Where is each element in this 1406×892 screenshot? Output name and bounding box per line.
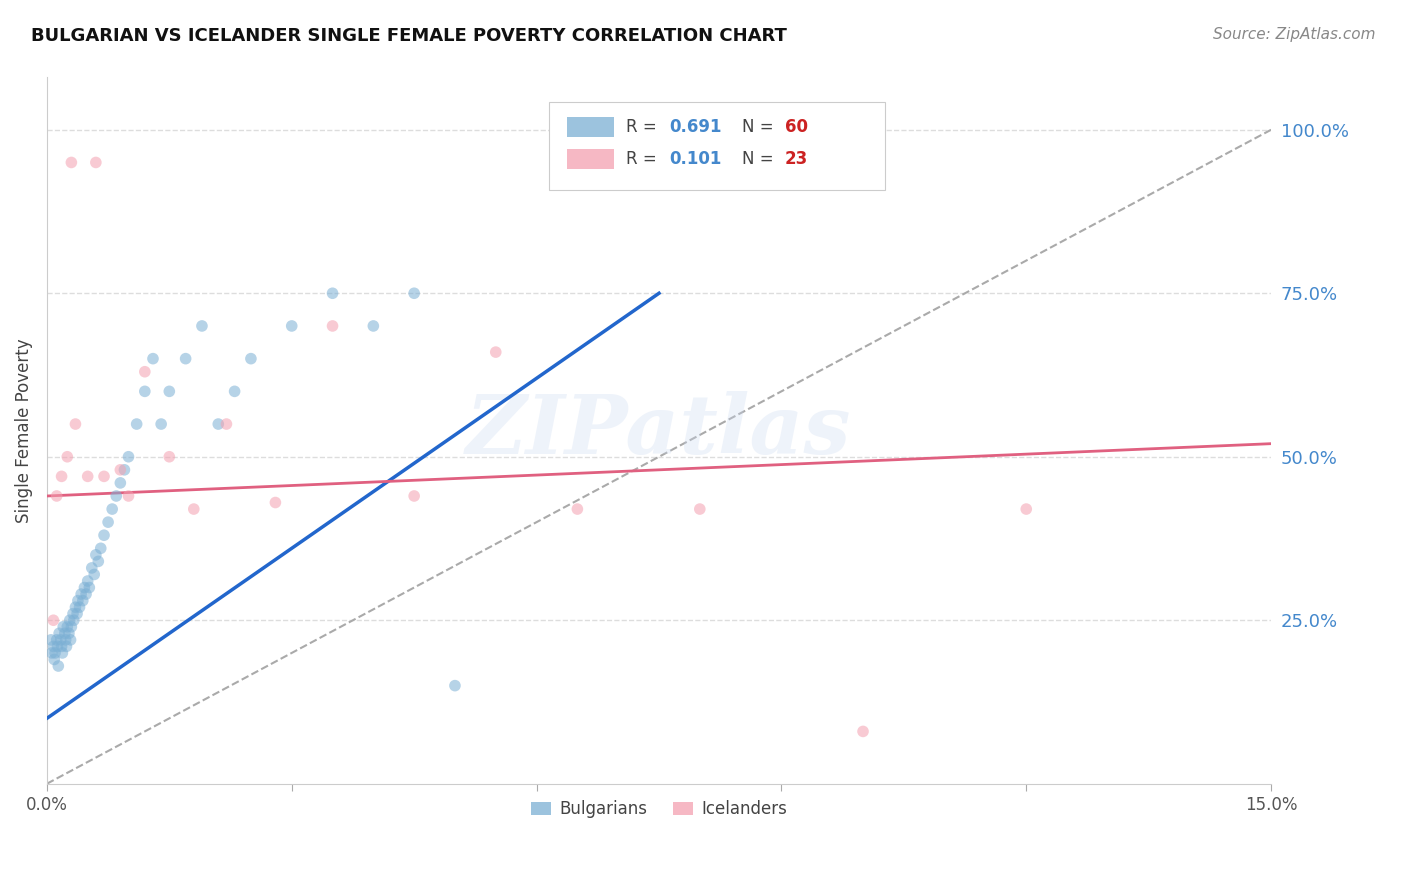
Point [84,548,107,562]
Point [59,613,82,627]
Point [76,574,98,588]
FancyBboxPatch shape [567,117,613,136]
Point [322,286,344,301]
Point [134,384,156,399]
Point [105,489,128,503]
Point [93,528,115,542]
Point [567,502,589,516]
Point [174,351,197,366]
Point [75,587,97,601]
Point [52,620,75,634]
Point [44,652,66,666]
FancyBboxPatch shape [548,103,886,191]
Text: 23: 23 [785,150,808,168]
Point [72,593,94,607]
Text: 0.691: 0.691 [669,118,721,136]
Point [84,155,107,169]
Point [110,475,132,490]
Text: 0.101: 0.101 [669,150,721,168]
Point [46,640,69,654]
Point [66,607,89,621]
Point [280,318,302,333]
Point [689,502,711,516]
Point [80,561,103,575]
Point [51,640,73,654]
Point [51,646,73,660]
Point [363,318,385,333]
Point [117,489,139,503]
Point [157,384,180,399]
Point [117,450,139,464]
Point [110,463,132,477]
Text: BULGARIAN VS ICELANDER SINGLE FEMALE POVERTY CORRELATION CHART: BULGARIAN VS ICELANDER SINGLE FEMALE POV… [31,27,787,45]
Point [63,613,86,627]
Point [46,659,69,673]
Point [191,318,214,333]
Point [62,607,84,621]
Point [44,646,66,660]
Point [69,600,91,615]
Legend: Bulgarians, Icelanders: Bulgarians, Icelanders [524,794,793,825]
Point [45,489,67,503]
Point [73,581,96,595]
Point [48,626,70,640]
Point [59,632,82,647]
Point [125,417,148,431]
Point [101,502,124,516]
Point [852,724,875,739]
Point [55,632,77,647]
Point [65,417,87,431]
Point [60,155,83,169]
Point [42,640,65,654]
Point [224,384,246,399]
Point [87,554,110,568]
Point [239,351,262,366]
Point [83,567,105,582]
Point [56,620,79,634]
Point [66,593,89,607]
Text: N =: N = [742,118,779,136]
Point [42,613,65,627]
Point [90,541,112,556]
Point [53,626,76,640]
Point [142,351,165,366]
Point [404,489,426,503]
Point [41,646,63,660]
Y-axis label: Single Female Poverty: Single Female Poverty [15,338,32,523]
Point [51,469,73,483]
Text: 60: 60 [785,118,808,136]
Point [444,679,467,693]
Point [97,515,120,529]
Point [39,632,62,647]
Point [183,502,205,516]
Point [112,463,135,477]
Point [79,581,101,595]
Point [207,417,229,431]
Point [150,417,173,431]
Point [215,417,238,431]
Point [157,450,180,464]
Point [60,620,83,634]
Point [485,345,508,359]
Point [404,286,426,301]
Text: R =: R = [626,150,662,168]
Point [93,469,115,483]
Point [1015,502,1038,516]
Point [49,632,72,647]
Point [134,365,156,379]
Point [65,600,87,615]
Point [58,626,80,640]
Point [264,495,287,509]
Point [76,469,98,483]
Text: N =: N = [742,150,779,168]
Text: Source: ZipAtlas.com: Source: ZipAtlas.com [1212,27,1375,42]
Text: ZIPatlas: ZIPatlas [467,391,852,471]
Point [322,318,344,333]
Point [56,450,79,464]
Point [70,587,93,601]
FancyBboxPatch shape [567,149,613,169]
Point [45,632,67,647]
Point [55,640,77,654]
Text: R =: R = [626,118,662,136]
